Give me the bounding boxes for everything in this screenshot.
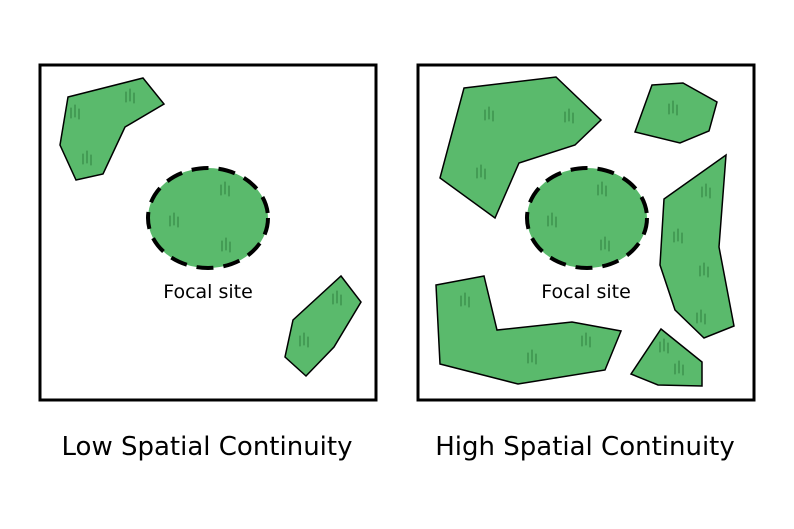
panel-high-continuity: Focal site bbox=[416, 63, 756, 402]
habitat-patch bbox=[284, 274, 362, 378]
focal-site-label: Focal site bbox=[163, 281, 253, 303]
focal-site bbox=[146, 166, 270, 270]
panel-low-continuity: Focal site bbox=[38, 63, 378, 402]
habitat-patch bbox=[634, 82, 718, 144]
habitat-patch bbox=[439, 76, 603, 220]
habitat-patch bbox=[629, 327, 703, 387]
focal-site bbox=[525, 166, 649, 270]
habitat-patch bbox=[435, 275, 623, 385]
habitat-patch bbox=[59, 77, 166, 181]
panel-title-low: Low Spatial Continuity bbox=[61, 432, 353, 462]
focal-site-label: Focal site bbox=[541, 281, 631, 303]
habitat-patch bbox=[659, 153, 735, 339]
panel-title-high: High Spatial Continuity bbox=[435, 432, 735, 462]
